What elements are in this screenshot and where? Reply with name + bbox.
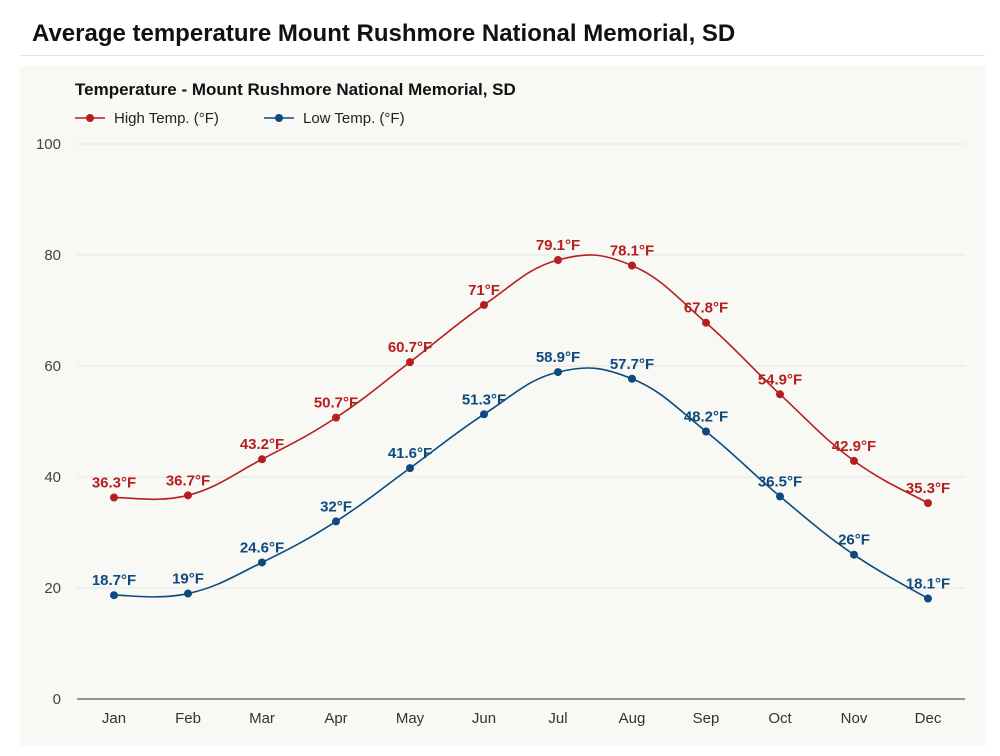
data-point <box>850 550 858 559</box>
data-point <box>258 455 266 464</box>
data-label: 58.9°F <box>536 349 580 366</box>
data-label: 32°F <box>320 498 352 515</box>
data-label: 43.2°F <box>240 436 284 453</box>
x-axis-ticks: Jan Feb Mar Apr May Jun Jul Aug Sep Oct Nov Dec <box>102 710 942 727</box>
series-line <box>113 254 929 504</box>
data-point <box>924 594 932 603</box>
data-point <box>628 374 636 383</box>
y-tick-label: 80 <box>44 247 61 264</box>
data-point <box>110 591 118 600</box>
data-label: 24.6°F <box>240 539 284 556</box>
x-tick-label: May <box>396 710 425 727</box>
data-point <box>332 413 340 422</box>
data-point <box>850 456 858 465</box>
x-tick-label: Jun <box>472 710 496 727</box>
x-tick-label: Jul <box>548 710 567 727</box>
legend-item: High Temp. (°F) <box>75 110 219 127</box>
data-point <box>480 410 488 419</box>
data-label: 48.2°F <box>684 408 728 425</box>
y-axis-ticks: 0 20 40 60 80 100 <box>36 136 61 708</box>
title-divider <box>20 55 985 56</box>
y-tick-label: 40 <box>44 469 61 486</box>
data-label: 18.1°F <box>906 576 950 593</box>
data-label: 18.7°F <box>92 572 136 589</box>
data-point <box>702 427 710 436</box>
data-label: 79.1°F <box>536 237 580 254</box>
data-point <box>554 255 562 264</box>
data-label: 36.5°F <box>758 473 802 490</box>
data-label: 71°F <box>468 282 500 299</box>
data-point <box>776 492 784 501</box>
data-label: 78.1°F <box>610 243 654 260</box>
data-point <box>554 368 562 377</box>
data-label: 54.9°F <box>758 371 802 388</box>
legend-item: Low Temp. (°F) <box>264 110 405 127</box>
data-label: 35.3°F <box>906 480 950 497</box>
data-point <box>184 491 192 500</box>
legend-marker <box>275 114 283 122</box>
data-point <box>702 318 710 327</box>
x-tick-label: Jan <box>102 710 126 727</box>
chart-legend: High Temp. (°F) Low Temp. (°F) <box>75 110 405 127</box>
y-tick-label: 20 <box>44 580 61 597</box>
x-tick-label: Nov <box>841 710 868 727</box>
x-tick-label: Apr <box>324 710 347 727</box>
legend-marker <box>86 114 94 122</box>
data-label: 36.3°F <box>92 475 136 492</box>
data-label: 26°F <box>838 532 870 549</box>
chart-gridlines <box>77 143 965 700</box>
y-tick-label: 60 <box>44 358 61 375</box>
data-point <box>480 300 488 309</box>
data-point <box>628 261 636 270</box>
data-label: 50.7°F <box>314 395 358 412</box>
data-label: 51.3°F <box>462 391 506 408</box>
x-tick-label: Mar <box>249 710 275 727</box>
chart-series: 36.3°F 36.7°F 43.2°F 50.7°F 60.7°F 71°F 79.1°F… <box>92 237 950 603</box>
data-label: 57.7°F <box>610 356 654 373</box>
data-label: 19°F <box>172 571 204 588</box>
x-tick-label: Dec <box>915 710 942 727</box>
y-tick-label: 0 <box>53 691 61 708</box>
x-tick-label: Sep <box>693 710 720 727</box>
legend-label: Low Temp. (°F) <box>303 110 405 127</box>
chart-title: Temperature - Mount Rushmore National Me… <box>75 80 516 99</box>
legend-label: High Temp. (°F) <box>114 110 219 127</box>
data-label: 60.7°F <box>388 339 432 356</box>
data-point <box>776 390 784 399</box>
data-point <box>924 499 932 508</box>
data-point <box>184 589 192 598</box>
series-low-temp: 18.7°F 19°F 24.6°F 32°F 41.6°F 51.3°F 58.9°F 57… <box>92 349 950 603</box>
x-tick-label: Feb <box>175 710 201 727</box>
data-point <box>406 358 414 367</box>
data-label: 36.7°F <box>166 472 210 489</box>
data-label: 42.9°F <box>832 438 876 455</box>
data-point <box>110 493 118 502</box>
y-tick-label: 100 <box>36 136 61 153</box>
data-point <box>406 464 414 473</box>
series-high-temp: 36.3°F 36.7°F 43.2°F 50.7°F 60.7°F 71°F 79.1°F… <box>92 237 950 508</box>
x-tick-label: Oct <box>768 710 792 727</box>
x-tick-label: Aug <box>619 710 646 727</box>
data-point <box>332 517 340 526</box>
data-label: 41.6°F <box>388 445 432 462</box>
temperature-line-chart: Temperature - Mount Rushmore National Me… <box>36 80 965 727</box>
series-line <box>113 367 929 600</box>
data-label: 67.8°F <box>684 300 728 317</box>
chart-panel: Temperature - Mount Rushmore National Me… <box>20 66 985 746</box>
page-title: Average temperature Mount Rushmore Natio… <box>32 20 736 47</box>
data-point <box>258 558 266 567</box>
